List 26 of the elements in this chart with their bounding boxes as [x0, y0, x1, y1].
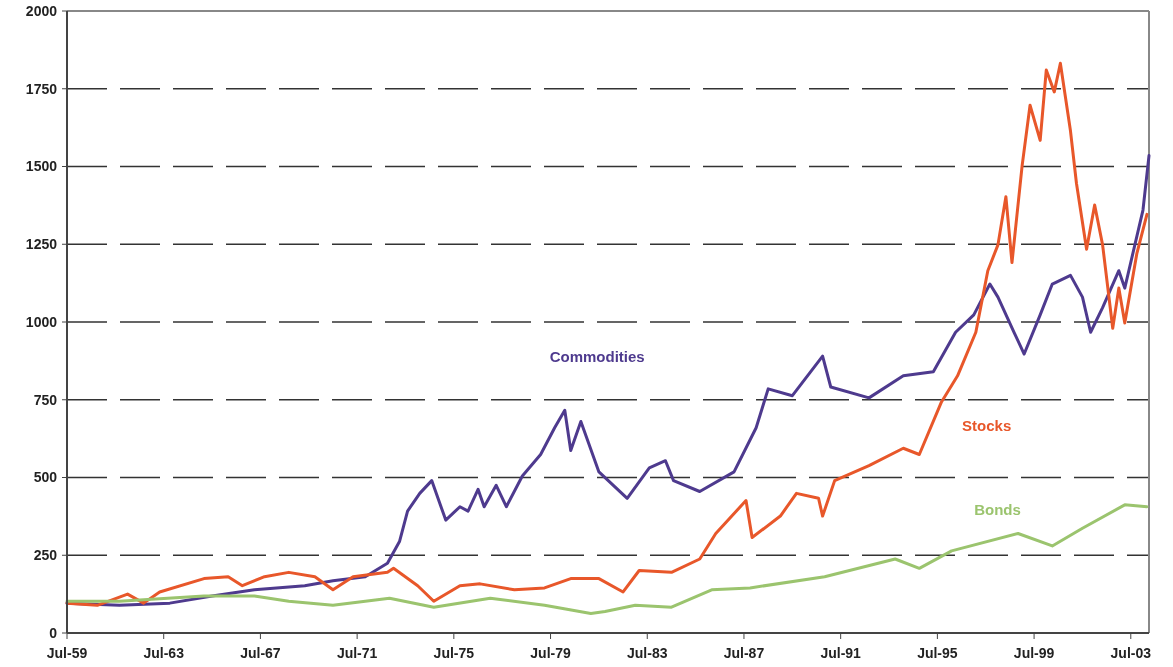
x-tick-label: Jul-67 [240, 645, 281, 661]
y-tick-label: 1500 [25, 158, 58, 175]
series-label: Stocks [962, 416, 1012, 434]
y-tick-label: 750 [33, 391, 58, 408]
x-tick-label: Jul-87 [723, 645, 765, 661]
y-tick-label: 2000 [25, 2, 58, 19]
series-label: Bonds [974, 500, 1021, 518]
y-tick-label: 0 [49, 624, 58, 641]
y-tick-label: 250 [33, 547, 58, 564]
x-tick-label: Jul-59 [46, 645, 88, 661]
x-tick-label: Jul-83 [627, 645, 668, 661]
x-tick-label: Jul-91 [820, 645, 862, 661]
x-tick-label: Jul-95 [917, 645, 958, 661]
line-series [65, 503, 1149, 615]
x-tick-label: Jul-99 [1013, 645, 1055, 661]
text: Commodities [549, 348, 645, 366]
x-tick-label: Jul-75 [433, 645, 475, 661]
y-tick-label: 1000 [25, 313, 58, 330]
x-tick-label: Jul-63 [143, 645, 185, 661]
y-tick-label: 500 [33, 469, 58, 486]
y-tick-label: 1250 [25, 236, 58, 253]
x-tick-label: Jul-71 [336, 645, 378, 661]
x-tick-label: Jul-79 [530, 645, 571, 661]
line-series [65, 61, 1149, 607]
y-tick-label: 1750 [25, 80, 58, 97]
x-tick-label: Jul-03 [1110, 645, 1152, 661]
